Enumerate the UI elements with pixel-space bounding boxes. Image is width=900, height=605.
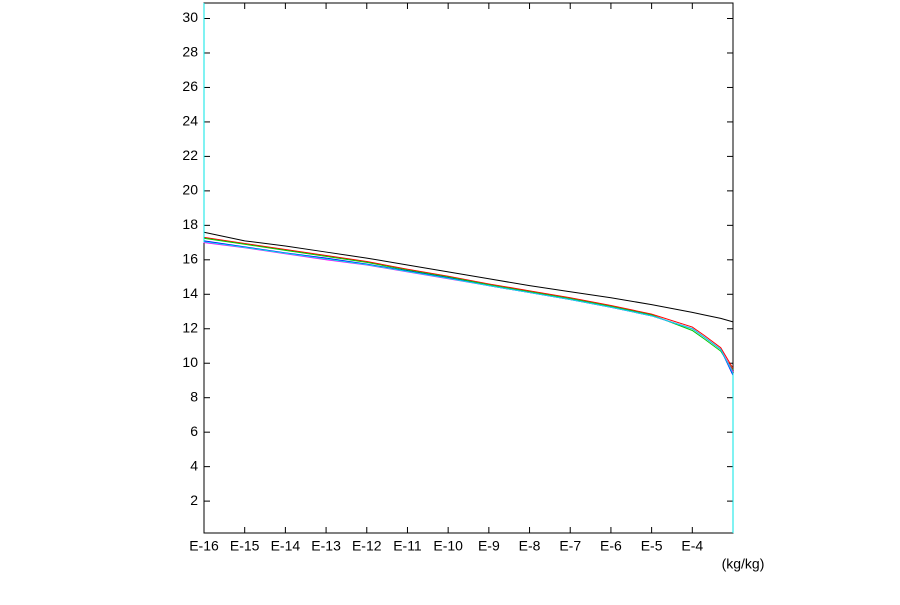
y-tick-label: 2 <box>190 492 198 508</box>
y-tick-label: 12 <box>182 319 198 335</box>
series-line <box>203 61 734 373</box>
y-tick-label: 30 <box>182 9 198 25</box>
x-tick-label: E-4 <box>681 538 703 554</box>
x-tick-label: E-14 <box>271 538 301 554</box>
y-tick-label: 6 <box>190 423 198 439</box>
x-tick-label: E-15 <box>230 538 260 554</box>
x-tick-label: E-10 <box>433 538 463 554</box>
plot-frame <box>203 2 734 534</box>
series-line <box>203 113 734 371</box>
y-tick-label: 24 <box>182 113 198 129</box>
y-tick-label: 4 <box>190 457 198 473</box>
x-tick-label: E-9 <box>478 538 500 554</box>
y-tick-label: 8 <box>190 388 198 404</box>
series-line <box>203 3 734 533</box>
series-line <box>203 231 734 323</box>
y-tick-label: 10 <box>182 354 198 370</box>
x-axis-label: (kg/kg) <box>722 556 765 572</box>
x-tick-label: E-16 <box>189 538 219 554</box>
y-tick-label: 22 <box>182 147 198 163</box>
x-tick-label: E-6 <box>600 538 622 554</box>
x-tick-label: E-13 <box>311 538 341 554</box>
x-tick-label: E-8 <box>519 538 541 554</box>
y-tick-label: 20 <box>182 182 198 198</box>
x-tick-label: E-11 <box>393 538 422 554</box>
series-line <box>203 240 734 376</box>
y-tick-label: 26 <box>182 78 198 94</box>
y-tick-label: 18 <box>182 216 198 232</box>
y-tick-label: 16 <box>182 251 198 267</box>
x-tick-label: E-7 <box>559 538 581 554</box>
x-tick-label: E-5 <box>641 538 663 554</box>
x-tick-label: E-12 <box>352 538 382 554</box>
y-tick-label: 28 <box>182 44 198 60</box>
series-line <box>203 236 734 369</box>
y-tick-label: 14 <box>182 285 198 301</box>
